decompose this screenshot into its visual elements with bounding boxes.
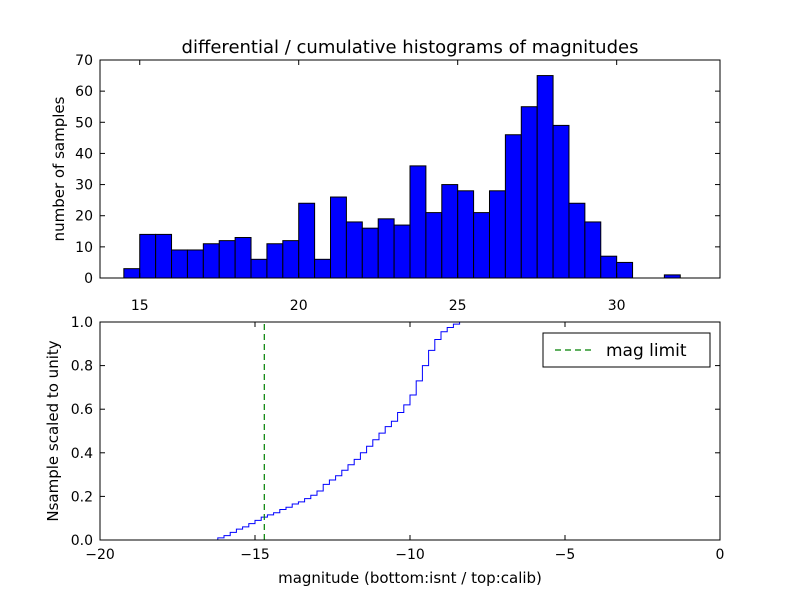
bottom-x-tick-label: 0 bbox=[716, 547, 725, 563]
histogram-bar bbox=[186, 249, 204, 279]
histogram-bar bbox=[504, 134, 522, 279]
bottom-ticks: 0.0 0.2 0.4 0.6 0.8 1.0 −20 −15 −10 −5 0 bbox=[71, 315, 725, 563]
histogram-bar bbox=[473, 212, 490, 279]
histogram-bar bbox=[600, 255, 618, 279]
histogram-bar bbox=[377, 218, 395, 279]
histogram-bar bbox=[616, 261, 634, 279]
top-y-axis-label: number of samples bbox=[50, 96, 68, 241]
histogram-bars bbox=[123, 75, 681, 279]
legend: mag limit bbox=[542, 332, 711, 368]
bottom-x-tick-label: −20 bbox=[85, 547, 115, 563]
top-y-tick-label: 40 bbox=[75, 146, 93, 162]
histogram-bar bbox=[202, 243, 220, 279]
bottom-y-tick-label: 0.2 bbox=[71, 489, 93, 505]
histogram-bar bbox=[345, 221, 363, 279]
histogram-bar bbox=[155, 233, 173, 279]
top-x-tick-label: 30 bbox=[608, 298, 626, 314]
histogram-bar bbox=[330, 196, 347, 279]
bottom-y-tick-label: 0.8 bbox=[71, 359, 93, 375]
histogram-bar bbox=[139, 233, 157, 279]
top-x-tick-label: 15 bbox=[131, 298, 149, 314]
histogram-bar bbox=[361, 227, 379, 279]
bottom-y-axis-label: Nsample scaled to unity bbox=[44, 340, 62, 521]
cumulative-panel: 0.0 0.2 0.4 0.6 0.8 1.0 −20 −15 −10 −5 0 Nsample s… bbox=[44, 315, 724, 587]
histogram-bar bbox=[409, 165, 427, 279]
top-y-tick-label: 0 bbox=[84, 271, 93, 287]
top-y-tick-label: 70 bbox=[75, 53, 93, 69]
histogram-bar bbox=[488, 190, 506, 279]
histogram-bar bbox=[520, 106, 538, 279]
top-x-tick-label: 25 bbox=[449, 298, 467, 314]
bottom-y-tick-label: 0.0 bbox=[71, 533, 93, 549]
top-ticks: 0 10 20 30 40 50 60 70 15 20 25 30 bbox=[75, 53, 720, 314]
histogram-bar bbox=[123, 268, 141, 279]
histogram-bar bbox=[250, 258, 268, 279]
top-x-tick-label: 20 bbox=[290, 298, 308, 314]
histogram-bar bbox=[552, 124, 570, 279]
top-y-tick-label: 20 bbox=[75, 209, 93, 225]
histogram-bar bbox=[234, 237, 252, 279]
bottom-x-tick-label: −10 bbox=[395, 547, 425, 563]
histogram-bar bbox=[171, 249, 188, 279]
bottom-y-tick-label: 1.0 bbox=[71, 315, 93, 331]
histogram-bar bbox=[218, 240, 236, 279]
legend-label-mag-limit: mag limit bbox=[606, 341, 687, 361]
histogram-bar bbox=[266, 243, 284, 279]
bottom-y-tick-label: 0.4 bbox=[71, 446, 93, 462]
histogram-bar bbox=[282, 240, 300, 279]
bottom-x-tick-label: −5 bbox=[555, 547, 576, 563]
histogram-bar bbox=[298, 202, 316, 279]
histogram-panel: differential / cumulative histograms of … bbox=[50, 37, 721, 314]
top-axes-frame bbox=[99, 59, 721, 279]
histogram-bar bbox=[441, 184, 459, 279]
bottom-x-axis-label: magnitude (bottom:isnt / top:calib) bbox=[278, 569, 542, 587]
top-y-tick-label: 50 bbox=[75, 115, 93, 131]
histogram-bar bbox=[536, 75, 554, 279]
bottom-y-tick-label: 0.6 bbox=[71, 402, 93, 418]
cumulative-step-line bbox=[100, 321, 720, 541]
top-y-tick-label: 30 bbox=[75, 178, 93, 194]
histogram-bar bbox=[584, 221, 602, 279]
chart-title: differential / cumulative histograms of … bbox=[182, 37, 639, 58]
histogram-bar bbox=[568, 202, 586, 279]
histogram-bar bbox=[393, 224, 411, 279]
bottom-x-tick-label: −15 bbox=[240, 547, 270, 563]
histogram-bar bbox=[457, 190, 475, 279]
top-y-tick-label: 10 bbox=[75, 240, 93, 256]
top-y-tick-label: 60 bbox=[75, 84, 93, 100]
histogram-bar bbox=[314, 258, 332, 279]
histogram-bar bbox=[425, 212, 443, 279]
